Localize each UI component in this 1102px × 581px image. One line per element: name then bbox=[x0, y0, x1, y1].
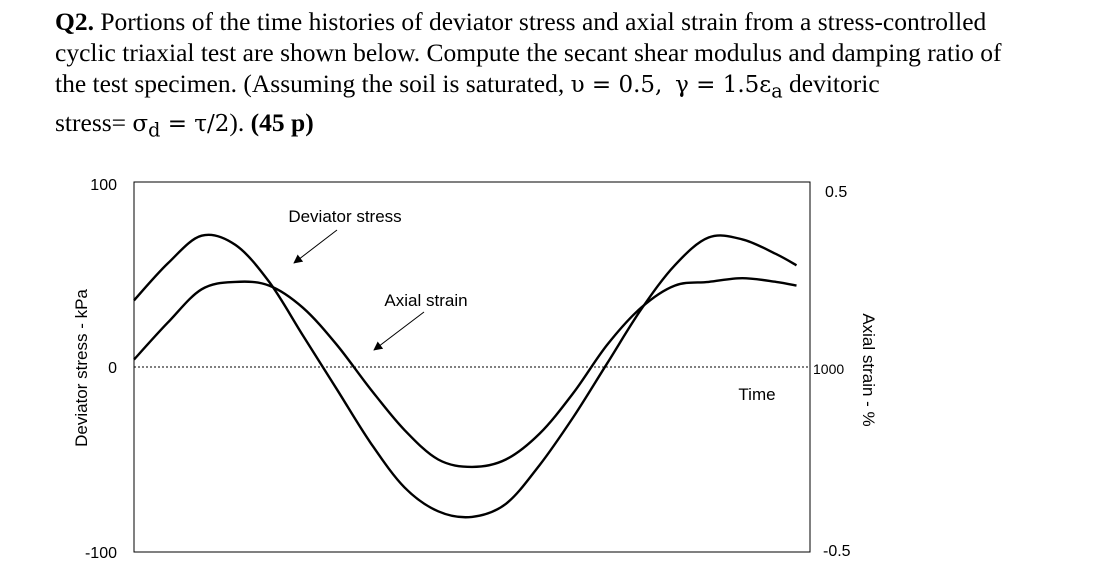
left-tick-bottom: -100 bbox=[85, 545, 117, 562]
question-line-4-start: stress= bbox=[55, 107, 127, 137]
axial-strain-line bbox=[133, 276, 797, 469]
annotation-axial-strain: Axial strain bbox=[384, 291, 467, 310]
series-layer bbox=[133, 233, 798, 519]
deviator-relation: σd = τ/2 bbox=[132, 110, 230, 142]
deviator-relation-rest: = τ/2 bbox=[167, 110, 230, 137]
right-tick-bottom: -0.5 bbox=[823, 543, 851, 560]
annotation-axial-arrow bbox=[373, 311, 425, 351]
annotation-deviator-stress: Deviator stress bbox=[288, 207, 401, 226]
shear-strain-relation: γ = 1.5εa bbox=[675, 72, 783, 103]
question-line-1: Q2. Portions of the time histories of de… bbox=[55, 6, 1095, 37]
question-line-1-text: Portions of the time histories of deviat… bbox=[100, 7, 987, 36]
shear-strain-sub: a bbox=[771, 79, 783, 103]
question-line-3-text: the test specimen. (Assuming the soil is… bbox=[55, 69, 565, 98]
sigma-sub: d bbox=[148, 118, 161, 142]
question-number: Q2. bbox=[55, 7, 94, 36]
right-tick-middle: 1000 bbox=[813, 361, 844, 377]
right-tick-top: 0.5 bbox=[825, 184, 847, 201]
question-line-2: cyclic triaxial test are shown below. Co… bbox=[55, 38, 1002, 67]
question-line-3-end: devitoric bbox=[789, 69, 880, 98]
question-line-4-close: ). bbox=[229, 107, 245, 137]
right-axis-title: Axial strain - % bbox=[859, 313, 878, 426]
deviator-stress-line bbox=[133, 233, 798, 519]
sigma-symbol: σ bbox=[132, 110, 149, 137]
left-tick-top: 100 bbox=[90, 177, 117, 194]
question-text: Q2. Portions of the time histories of de… bbox=[55, 6, 1095, 145]
x-axis-title: Time bbox=[738, 385, 775, 404]
left-axis-title: Deviator stress - kPa bbox=[72, 289, 91, 447]
annotation-deviator-arrow bbox=[293, 229, 338, 264]
poisson-ratio: υ = 0.5, bbox=[570, 72, 663, 98]
question-points: (45 p) bbox=[250, 107, 314, 137]
question-line-3: the test specimen. (Assuming the soil is… bbox=[55, 68, 1095, 107]
question-line-4: stress= σd = τ/2). (45 p) bbox=[55, 107, 1095, 146]
left-tick-zero: 0 bbox=[108, 360, 117, 377]
shear-strain-main: γ = 1.5ε bbox=[675, 72, 772, 98]
